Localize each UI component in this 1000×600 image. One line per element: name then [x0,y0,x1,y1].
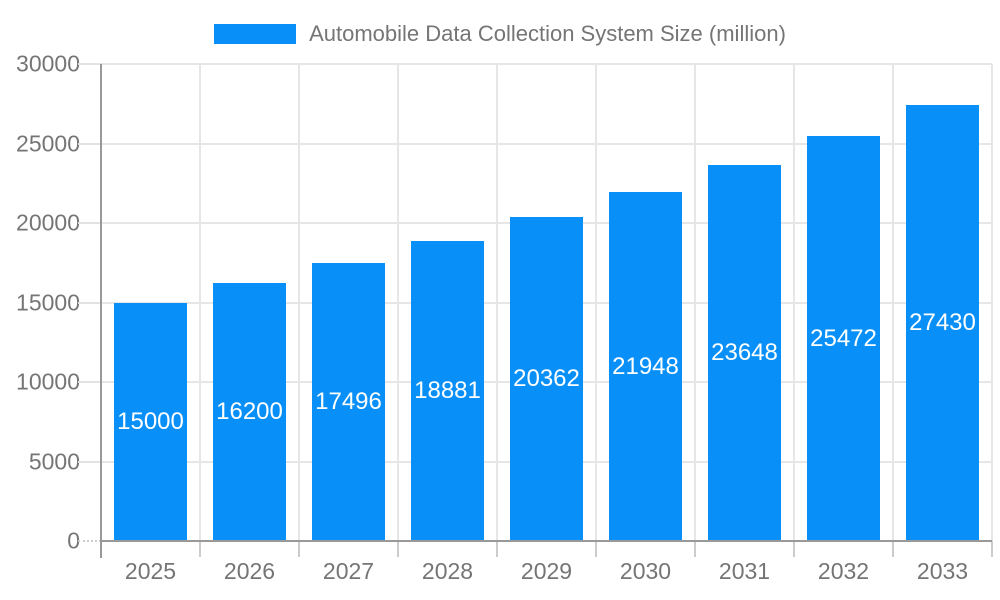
y-axis-label: 15000 [16,289,80,315]
y-axis-tick [78,381,101,383]
bar-value-label: 23648 [711,339,778,366]
x-axis-tick [199,541,201,557]
bar-value-label: 17496 [315,387,382,415]
x-axis-tick [298,541,300,557]
y-axis-tick [78,222,101,224]
bar-2028: 18881 [411,240,484,541]
x-axis-tick [793,541,795,557]
x-axis-label: 2032 [817,558,870,584]
x-axis-label: 2026 [223,558,276,584]
x-axis-tick [496,541,498,557]
v-gridline [694,64,696,541]
h-gridline [101,63,992,65]
bar-2031: 23648 [708,165,781,541]
x-axis-tick [595,541,597,557]
x-axis-label: 2033 [916,558,969,584]
x-axis-tick [397,541,399,557]
y-axis-tick [78,63,101,65]
x-axis-label: 2027 [322,558,375,584]
y-axis-label: 20000 [16,209,80,236]
y-axis-tick [78,142,101,145]
v-gridline [298,64,300,541]
v-gridline [793,64,795,541]
legend: Automobile Data Collection System Size (… [0,21,1000,47]
bar-value-label: 18881 [414,376,481,404]
y-axis-label: 25000 [16,130,80,156]
y-axis-tick [78,460,101,463]
y-axis-label: 30000 [16,50,80,77]
y-axis-tick [78,540,101,542]
bar-2033: 27430 [906,104,979,541]
y-axis-label: 10000 [16,368,80,395]
plot-area: 15000 16200 17496 18881 20362 21948 23648 25472… [78,63,993,558]
bar-value-label: 16200 [216,398,283,426]
bar-value-label: 20362 [513,365,580,393]
v-gridline [199,64,201,541]
bar-value-label: 27430 [909,308,976,336]
v-gridline [595,64,597,541]
y-axis-line [100,64,102,558]
x-axis-label: 2025 [124,558,177,584]
x-axis-label: 2028 [421,558,474,584]
bar-2027: 17496 [312,262,385,541]
bar-value-label: 25472 [810,324,877,352]
x-axis-baseline [101,540,992,542]
h-gridline [101,142,992,145]
bar-2032: 25472 [807,136,880,541]
y-axis-label: 0 [67,527,80,554]
x-axis-tick [694,541,696,557]
bar-value-label: 21948 [612,352,679,380]
x-axis-label: 2031 [718,558,771,584]
v-gridline [991,64,993,541]
v-gridline [892,64,894,541]
bar-value-label: 15000 [117,407,184,435]
x-axis-tick [892,541,894,557]
x-axis-label: 2030 [619,558,672,584]
legend-swatch [214,24,297,44]
bar-2030: 21948 [609,192,682,541]
bar-2029: 20362 [510,217,583,541]
v-gridline [496,64,498,541]
bar-2025: 15000 [114,302,187,541]
bar-2026: 16200 [213,283,286,541]
legend-label: Automobile Data Collection System Size (… [309,21,786,46]
v-gridline [397,64,399,541]
y-axis-label: 5000 [28,448,80,474]
x-axis-label: 2029 [520,558,573,584]
x-axis-tick [991,541,993,557]
y-axis-tick [78,301,101,304]
